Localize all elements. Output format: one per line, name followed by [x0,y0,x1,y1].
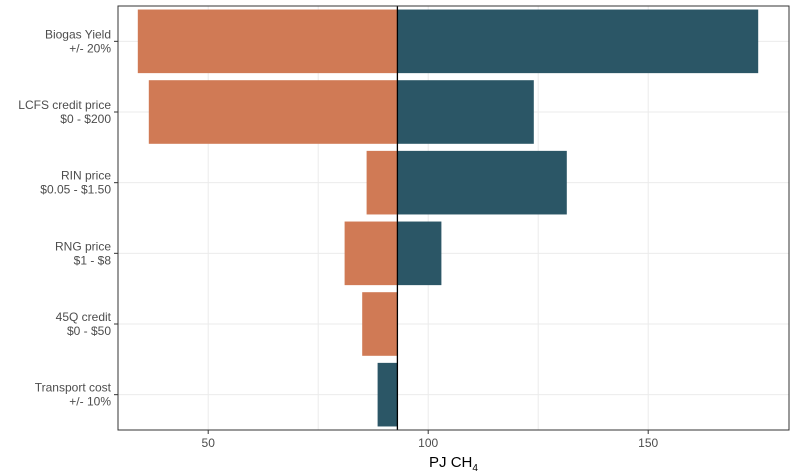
y-axis-labels: Biogas Yield+/- 20%LCFS credit price$0 -… [18,27,118,409]
y-tick-sublabel: $0 - $200 [60,112,111,126]
y-tick-label: 45Q credit [56,310,112,324]
y-tick-label: LCFS credit price [18,98,111,112]
high-bar [397,221,442,286]
x-tick-label: 100 [418,436,438,450]
y-tick-label: RIN price [61,169,111,183]
low-bar [362,292,398,356]
high-bar [397,150,567,215]
y-tick-sublabel: +/- 20% [69,41,111,55]
low-bar [137,9,398,74]
x-axis-title-main: PJ CH [429,454,472,471]
x-axis-title-subscript: 4 [472,463,478,474]
y-tick-sublabel: +/- 10% [69,395,111,409]
low-bar [344,221,398,286]
y-tick-label: Biogas Yield [45,27,111,41]
low-bar [366,150,398,215]
y-tick-sublabel: $0.05 - $1.50 [40,183,111,197]
y-tick-label: Transport cost [35,381,112,395]
x-axis-ticks: 50 100 150 [202,430,659,450]
bars [137,9,759,427]
y-tick-sublabel: $0 - $50 [67,324,111,338]
x-tick-label: 150 [638,436,658,450]
x-tick-label: 50 [202,436,216,450]
x-axis-title: PJ CH4 [429,454,478,474]
y-tick-sublabel: $1 - $8 [74,253,112,267]
y-tick-label: RNG price [55,239,111,253]
low-bar [148,80,398,144]
panel-border [117,5,790,431]
high-bar [377,362,398,427]
high-bar [397,9,759,74]
high-bar [397,80,534,144]
